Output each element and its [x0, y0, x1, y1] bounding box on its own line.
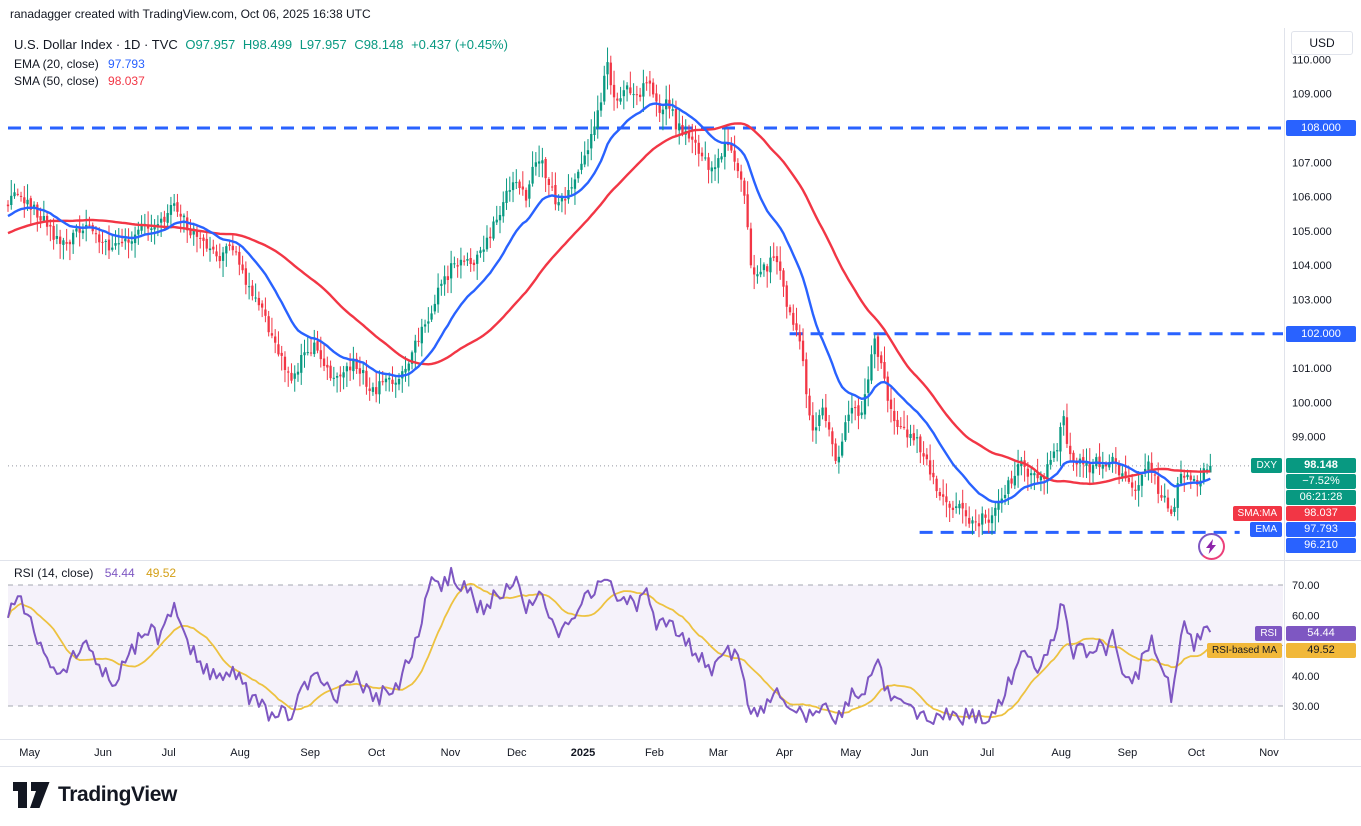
time-tick: May: [840, 747, 861, 759]
price-change: +0.437 (+0.45%): [411, 37, 508, 52]
price-tick: 99.000: [1292, 432, 1326, 444]
dxy-price-tag[interactable]: DXY: [1251, 458, 1282, 473]
time-tick: Jun: [911, 747, 929, 759]
tradingview-logo[interactable]: TradingView: [13, 782, 177, 808]
rsi-badge[interactable]: 54.44: [1286, 626, 1356, 641]
ohlc-high: H98.499: [242, 37, 293, 52]
rsi-label: RSI (14, close): [14, 566, 94, 580]
time-tick: Nov: [441, 747, 461, 759]
price-tick: 104.000: [1292, 260, 1332, 272]
time-tick: Jun: [94, 747, 112, 759]
time-tick: Feb: [645, 747, 664, 759]
ema-20-line[interactable]: [7, 102, 1211, 504]
time-tick: Jul: [980, 747, 994, 759]
rsi-ma-line[interactable]: [7, 582, 1211, 719]
rsi-ma-badge[interactable]: 49.52: [1286, 643, 1356, 658]
rsi-band: [8, 584, 1283, 707]
time-tick: Sep: [300, 747, 320, 759]
time-tick: Dec: [507, 747, 527, 759]
sma-tag[interactable]: SMA:MA: [1232, 506, 1282, 521]
ema-label: EMA (20, close): [14, 57, 99, 71]
ema-legend[interactable]: EMA (20, close) 97.793: [14, 57, 145, 71]
symbol-legend[interactable]: U.S. Dollar Index · 1D · TVC O97.957 H98…: [14, 37, 508, 52]
axis-currency-box[interactable]: USD: [1291, 31, 1353, 55]
sma-badge[interactable]: 98.037: [1286, 506, 1356, 521]
ohlc-open: O97.957: [185, 37, 236, 52]
time-tick: Aug: [230, 747, 250, 759]
time-tick: May: [19, 747, 40, 759]
rsi-ma-value: 49.52: [146, 566, 177, 580]
price-tick: 101.000: [1292, 363, 1332, 375]
candles[interactable]: [6, 47, 1212, 538]
dxy-countdown-badge[interactable]: 06:21:28: [1286, 490, 1356, 505]
price-axis-ticks[interactable]: 110.000109.000108.000107.000106.000105.0…: [1292, 54, 1332, 443]
flash-alert-icon[interactable]: [1198, 533, 1225, 560]
rsi-tick: 60.00: [1292, 610, 1320, 622]
rsi-tick: 40.00: [1292, 671, 1320, 683]
rsi-legend[interactable]: RSI (14, close) 54.44 49.52: [14, 566, 176, 580]
time-tick: Mar: [709, 747, 728, 759]
price-tick: 106.000: [1292, 192, 1332, 204]
ohlc-close: C98.148: [354, 37, 404, 52]
rsi-axis-ticks[interactable]: 70.00 60.00 40.00 30.00: [1292, 580, 1320, 713]
level-badge-108[interactable]: 108.000: [1286, 120, 1356, 136]
level-badge-102[interactable]: 102.000: [1286, 326, 1356, 342]
sma-value: 98.037: [108, 74, 145, 88]
price-tick: 110.000: [1292, 54, 1331, 66]
time-tick: Oct: [1188, 747, 1205, 759]
price-tick: 109.000: [1292, 89, 1332, 101]
sma-label: SMA (50, close): [14, 74, 99, 88]
level-badge-96[interactable]: 96.210: [1286, 538, 1356, 553]
ema-badge[interactable]: 97.793: [1286, 522, 1356, 537]
ema-tag[interactable]: EMA: [1250, 522, 1282, 537]
time-tick: Jul: [162, 747, 176, 759]
price-tick: 107.000: [1292, 157, 1332, 169]
sma-legend[interactable]: SMA (50, close) 98.037: [14, 74, 145, 88]
support-resistance-lines[interactable]: [8, 126, 1283, 534]
time-tick: Sep: [1118, 747, 1138, 759]
time-tick: Nov: [1259, 747, 1279, 759]
symbol-title: U.S. Dollar Index · 1D · TVC: [14, 37, 178, 52]
time-tick: Aug: [1051, 747, 1071, 759]
tradingview-mark-icon: [13, 782, 50, 808]
dxy-change-badge[interactable]: −7.52%: [1286, 474, 1356, 489]
pane-borders: [0, 28, 1361, 767]
sma-50-line[interactable]: [7, 122, 1211, 486]
rsi-tick: 30.00: [1292, 701, 1320, 713]
attribution-text: ranadagger created with TradingView.com,…: [10, 7, 371, 21]
ema-value: 97.793: [108, 57, 145, 71]
brand-wordmark: TradingView: [58, 783, 177, 806]
lightning-bolt-icon: [1206, 539, 1216, 554]
price-tick: 103.000: [1292, 295, 1332, 307]
rsi-line[interactable]: [7, 566, 1212, 726]
rsi-tag[interactable]: RSI: [1255, 626, 1282, 641]
dxy-price-badge[interactable]: 98.148: [1286, 458, 1356, 473]
ohlc-low: L97.957: [299, 37, 347, 52]
price-tick: 105.000: [1292, 226, 1332, 238]
rsi-ma-tag[interactable]: RSI-based MA: [1206, 643, 1282, 658]
rsi-value: 54.44: [104, 566, 135, 580]
time-tick: Oct: [368, 747, 385, 759]
time-tick: Apr: [776, 747, 793, 759]
time-axis[interactable]: May Jun Jul Aug Sep Oct Nov Dec 2025 Feb Mar Apr May…: [19, 747, 1279, 759]
time-tick: 2025: [571, 747, 595, 759]
rsi-tick: 70.00: [1292, 580, 1320, 592]
price-tick: 100.000: [1292, 397, 1332, 409]
